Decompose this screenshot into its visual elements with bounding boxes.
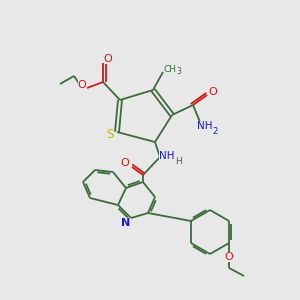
Text: O: O (225, 252, 233, 262)
Text: H: H (176, 158, 182, 166)
Text: CH: CH (164, 64, 176, 74)
Text: O: O (208, 87, 217, 97)
Text: 2: 2 (212, 127, 217, 136)
Text: NH: NH (159, 151, 175, 161)
Text: O: O (121, 158, 129, 168)
Text: O: O (103, 54, 112, 64)
Text: 3: 3 (177, 68, 182, 76)
Text: S: S (106, 128, 114, 140)
Text: NH: NH (197, 121, 213, 131)
Text: N: N (122, 218, 130, 228)
Text: O: O (78, 80, 86, 90)
